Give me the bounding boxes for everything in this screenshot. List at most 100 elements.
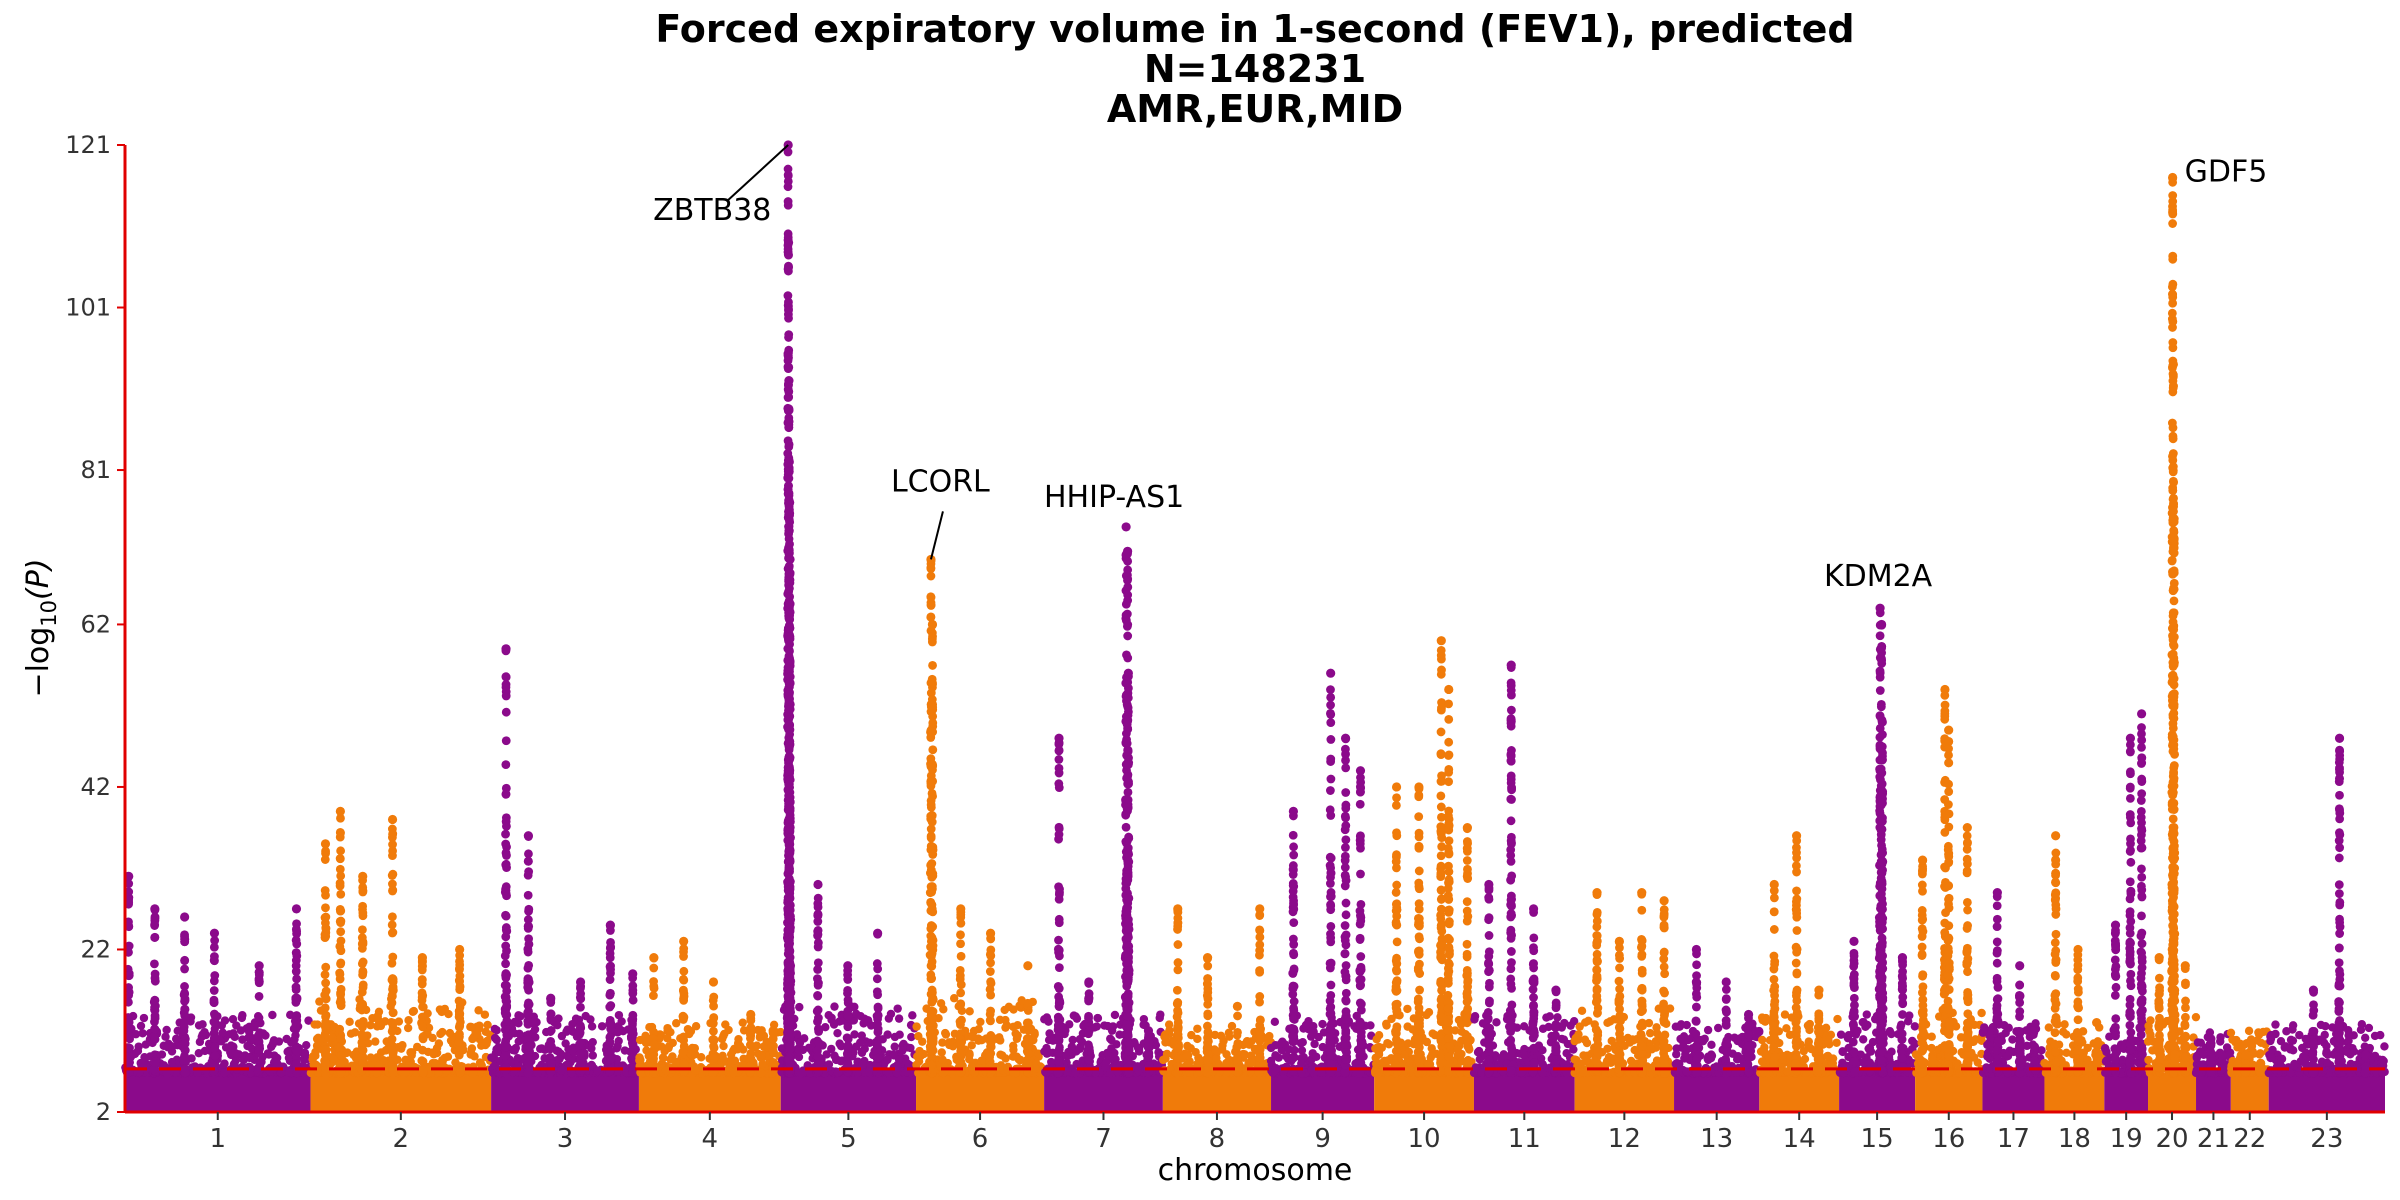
data-point xyxy=(513,1053,523,1063)
data-point xyxy=(1123,997,1133,1007)
data-point xyxy=(606,1054,615,1064)
data-point xyxy=(358,908,368,918)
data-point xyxy=(501,839,511,849)
data-point xyxy=(387,912,397,922)
peak-top-point xyxy=(605,920,615,930)
data-point xyxy=(785,946,795,956)
data-point xyxy=(315,997,324,1006)
data-point xyxy=(1193,1024,1202,1033)
data-point xyxy=(320,1003,330,1013)
data-point xyxy=(1183,1041,1192,1051)
peak-top-point xyxy=(785,554,795,565)
data-point xyxy=(614,1010,624,1020)
data-point xyxy=(785,1042,794,1051)
data-point xyxy=(628,981,638,991)
data-point xyxy=(1212,1047,1222,1056)
data-point xyxy=(501,817,511,827)
data-point xyxy=(254,978,264,988)
chromosome-7-baseline-band xyxy=(1044,1072,1163,1112)
data-point xyxy=(480,1010,490,1019)
data-point xyxy=(734,1034,743,1044)
data-point xyxy=(985,1015,995,1025)
data-point xyxy=(605,953,615,963)
data-point xyxy=(1054,963,1064,973)
peak-top-point xyxy=(358,871,368,881)
data-point xyxy=(1054,755,1064,764)
data-point xyxy=(335,974,345,984)
data-point xyxy=(593,1066,602,1076)
data-point xyxy=(785,822,795,832)
data-point xyxy=(232,1021,241,1030)
data-point xyxy=(524,849,533,859)
data-point xyxy=(304,1016,313,1025)
data-point xyxy=(336,906,345,916)
peak-top-point xyxy=(768,1026,778,1036)
data-point xyxy=(928,791,937,801)
data-point xyxy=(1174,1053,1184,1063)
data-point xyxy=(730,1056,740,1065)
data-point xyxy=(784,406,794,415)
data-point xyxy=(336,1033,345,1043)
data-point xyxy=(995,1015,1005,1025)
data-point xyxy=(502,1001,512,1011)
data-point xyxy=(986,977,996,987)
data-point xyxy=(709,1053,719,1063)
data-point xyxy=(483,1020,492,1030)
data-point xyxy=(785,753,795,763)
data-point xyxy=(1173,1006,1182,1016)
data-point xyxy=(1124,957,1133,967)
data-point xyxy=(1122,720,1132,729)
data-point xyxy=(784,330,794,340)
data-point xyxy=(606,1047,615,1057)
data-point xyxy=(501,672,511,682)
peak-top-point xyxy=(254,961,264,971)
data-point xyxy=(428,1033,437,1043)
data-point xyxy=(759,1042,769,1051)
data-point xyxy=(514,1037,523,1046)
data-point xyxy=(1173,1043,1183,1053)
data-point xyxy=(321,849,330,858)
data-point xyxy=(501,941,511,951)
data-point xyxy=(617,1017,626,1026)
data-point xyxy=(785,508,795,518)
data-point xyxy=(387,998,397,1008)
data-point xyxy=(150,1058,160,1068)
data-point xyxy=(785,888,795,898)
data-point xyxy=(195,1037,205,1047)
data-point xyxy=(1124,924,1134,934)
data-point xyxy=(272,1053,282,1063)
data-point xyxy=(1093,1013,1102,1023)
data-point xyxy=(501,969,511,978)
data-point xyxy=(150,995,160,1005)
data-point xyxy=(832,1055,842,1064)
data-point xyxy=(1055,884,1064,894)
data-point xyxy=(1054,1044,1064,1054)
data-point xyxy=(872,1039,882,1049)
data-point xyxy=(884,1014,894,1023)
data-point xyxy=(735,1041,745,1051)
data-point xyxy=(1123,865,1133,875)
data-point xyxy=(167,1057,177,1067)
data-point xyxy=(387,1034,397,1044)
data-point xyxy=(628,995,638,1005)
data-point xyxy=(320,990,330,1000)
data-point xyxy=(523,870,533,880)
data-point xyxy=(381,1046,390,1055)
data-point xyxy=(357,943,367,953)
data-point xyxy=(515,1029,524,1038)
data-point xyxy=(784,910,794,920)
data-point xyxy=(785,877,795,887)
data-point xyxy=(784,440,794,449)
chart-title-line-2: N=148231 xyxy=(1144,47,1366,91)
data-point xyxy=(784,526,794,536)
data-point xyxy=(388,982,398,992)
data-point xyxy=(745,1040,755,1050)
peak-top-point xyxy=(1121,522,1131,532)
data-point xyxy=(366,1021,375,1030)
data-point xyxy=(1023,998,1033,1008)
data-point xyxy=(209,955,219,965)
data-point xyxy=(1124,1046,1134,1056)
data-point xyxy=(784,1000,794,1009)
data-point xyxy=(1084,1011,1093,1021)
